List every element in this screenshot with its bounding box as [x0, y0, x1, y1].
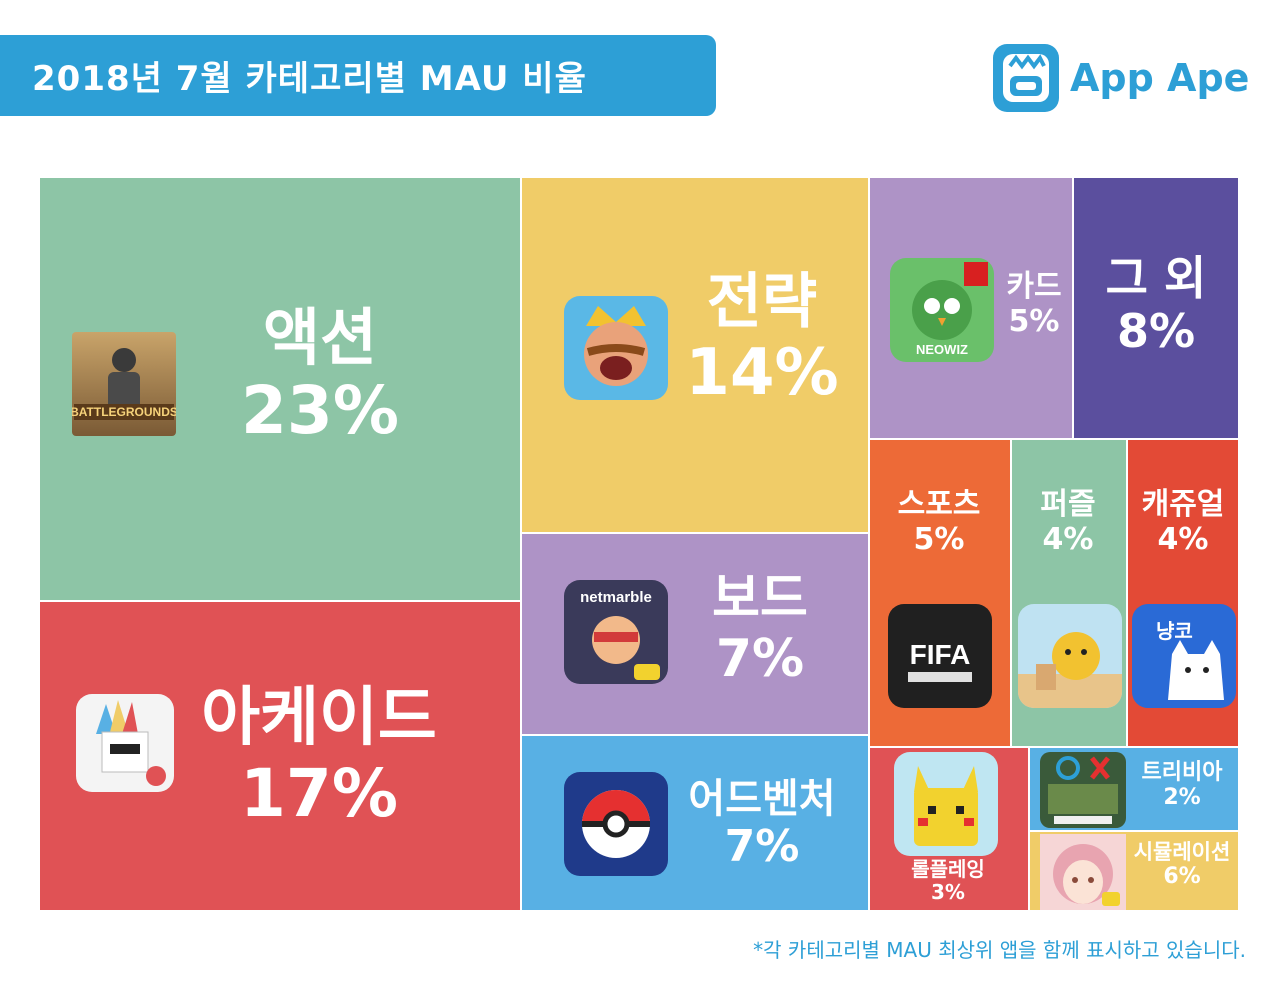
adventure-percent: 7% — [724, 821, 800, 872]
arcade-label: 아케이드 17% — [178, 681, 460, 832]
board-percent: 7% — [715, 628, 805, 689]
other-percent: 8% — [1116, 303, 1196, 358]
casual-name: 캐쥬얼 — [1141, 487, 1225, 522]
board-label: 보드 7% — [690, 569, 830, 690]
chart-title: 2018년 7월 카테고리별 MAU 비율 — [32, 59, 587, 99]
strategy-label: 전략 14% — [684, 268, 840, 411]
arcade-percent: 17% — [240, 754, 398, 832]
app-ape-logo: App Ape — [990, 40, 1252, 116]
sports-name: 스포츠 — [897, 487, 981, 522]
arcade-name: 아케이드 — [201, 681, 437, 755]
svg-text:BATTLEGROUNDS: BATTLEGROUNDS — [72, 405, 176, 419]
fifa-icon-text: FIFA — [910, 639, 971, 670]
battlegrounds-app-icon: BATTLEGROUNDS — [72, 332, 176, 436]
pikachu-app-icon — [894, 752, 998, 856]
roleplaying-name: 롤플레잉 — [911, 857, 985, 881]
puzzle-label: 퍼즐 4% — [1012, 487, 1124, 557]
fifa-online-app-icon: FIFA — [888, 604, 992, 708]
adventure-name: 어드벤처 — [688, 776, 836, 822]
casual-label: 캐쥬얼 4% — [1128, 487, 1238, 557]
sports-percent: 5% — [913, 521, 965, 557]
other-label: 그 외 8% — [1078, 252, 1234, 358]
netmarble-app-icon: netmarble — [564, 580, 668, 684]
trivia-app-icon — [1040, 752, 1126, 828]
netmarble-icon-text: netmarble — [580, 589, 652, 606]
card-name: 카드 — [1006, 269, 1062, 304]
puzzle-percent: 4% — [1042, 521, 1094, 557]
card-label: 카드 5% — [998, 269, 1070, 339]
neowiz-app-icon: NEOWIZ — [890, 258, 994, 362]
simulation-name: 시뮬레이션 — [1133, 840, 1231, 864]
pokemon-go-app-icon — [564, 772, 668, 876]
ape-face-icon — [993, 44, 1059, 112]
puzzle-name: 퍼즐 — [1040, 487, 1096, 522]
clash-royale-app-icon — [564, 296, 668, 400]
trivia-label: 트리비아 2% — [1128, 760, 1236, 811]
simulation-percent: 6% — [1163, 864, 1201, 890]
puzzle-app-icon — [1018, 604, 1122, 708]
neowiz-icon-text: NEOWIZ — [916, 342, 968, 357]
sports-label: 스포츠 5% — [870, 487, 1008, 557]
strategy-percent: 14% — [685, 336, 839, 410]
title-banner: 2018년 7월 카테고리별 MAU 비율 — [0, 35, 716, 116]
simulation-label: 시뮬레이션 6% — [1124, 840, 1240, 889]
action-name: 액션 — [262, 301, 378, 374]
anime-girl-app-icon — [1040, 834, 1126, 910]
adventure-label: 어드벤처 7% — [676, 776, 848, 873]
logo-text: App Ape — [1070, 56, 1250, 100]
trivia-percent: 2% — [1163, 785, 1201, 811]
cat-app-icon: 냥코 — [1132, 604, 1236, 708]
tile-other — [1074, 178, 1240, 440]
card-percent: 5% — [1008, 303, 1060, 339]
roleplaying-percent: 3% — [931, 880, 965, 904]
other-name: 그 외 — [1105, 251, 1207, 305]
casual-percent: 4% — [1157, 521, 1209, 557]
arcade-app-icon — [76, 694, 174, 792]
cat-icon-text: 냥코 — [1156, 619, 1193, 643]
footnote: *각 카테고리별 MAU 최상위 앱을 함께 표시하고 있습니다. — [753, 938, 1246, 962]
action-label: 액션 23% — [210, 302, 430, 449]
strategy-name: 전략 — [706, 267, 818, 337]
action-percent: 23% — [241, 372, 399, 450]
roleplaying-label: 롤플레잉 3% — [870, 858, 1026, 904]
board-name: 보드 — [712, 569, 808, 629]
trivia-name: 트리비아 — [1141, 760, 1223, 785]
